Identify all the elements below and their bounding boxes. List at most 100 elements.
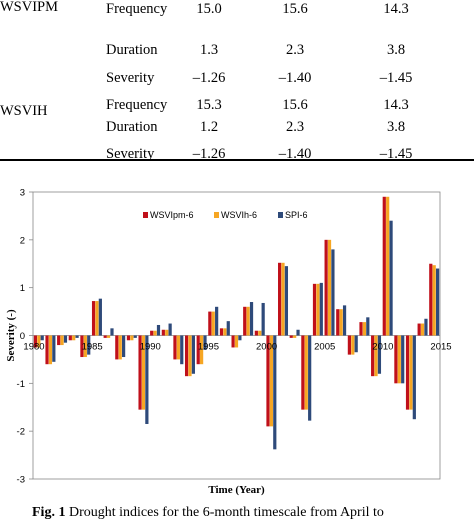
bar-wsvih-6-1989 (141, 335, 146, 410)
table-metric-label: Severity (106, 146, 155, 162)
table-metric-label: Duration (106, 42, 158, 58)
y-tick-label: 2 (20, 235, 25, 246)
bar-spi-6-1993 (191, 335, 195, 374)
y-tick-label: 1 (20, 283, 25, 294)
bar-wsvipm-6-1999 (254, 330, 258, 336)
bar-spi-6-2001 (284, 266, 289, 336)
bar-wsvipm-6-2001 (278, 262, 282, 336)
bar-wsvih-6-2009 (374, 335, 378, 377)
bar-wsvih-6-2013 (420, 323, 425, 336)
bar-wsvipm-6-1984 (80, 335, 84, 358)
bar-spi-6-1986 (110, 328, 114, 336)
bar-wsvih-6-2007 (351, 335, 355, 355)
bar-wsvipm-6-1982 (57, 335, 61, 346)
bar-spi-6-1997 (238, 335, 242, 341)
bar-spi-6-1990 (156, 324, 161, 336)
bar-spi-6-1983 (75, 335, 79, 338)
table-cell: –1.40 (278, 70, 312, 86)
bar-wsvih-6-1998 (246, 306, 250, 336)
bar-wsvipm-6-1988 (126, 335, 131, 341)
bar-wsvipm-6-2014 (429, 263, 433, 336)
x-tick-label: 1990 (140, 342, 161, 353)
bar-spi-6-1998 (249, 302, 254, 336)
table-cell: 14.3 (383, 1, 409, 17)
bar-wsvih-6-2008 (362, 322, 367, 336)
bar-spi-6-1985 (98, 298, 102, 336)
bar-spi-6-2007 (354, 335, 358, 353)
bar-wsvih-6-2004 (316, 283, 320, 336)
bar-wsvipm-6-2007 (347, 335, 351, 355)
bar-spi-6-2012 (412, 335, 416, 420)
bar-wsvipm-6-2005 (324, 239, 328, 336)
bar-spi-6-1982 (63, 335, 68, 343)
x-tick-label: 2000 (256, 342, 277, 353)
bar-wsvih-6-1983 (72, 335, 76, 341)
bar-wsvih-6-2014 (432, 265, 436, 336)
bar-spi-6-1989 (145, 335, 149, 424)
table-cell: 3.8 (386, 42, 406, 58)
bar-wsvih-6-1992 (176, 335, 180, 360)
y-tick-label: 3 (20, 188, 25, 199)
bar-wsvih-6-1987 (118, 335, 122, 360)
bar-wsvipm-6-1991 (161, 329, 165, 336)
bar-wsvipm-6-2003 (301, 335, 305, 410)
bar-wsvih-6-2011 (397, 335, 401, 384)
x-tick-label: 2015 (430, 342, 451, 353)
bar-wsvipm-6-1993 (184, 335, 189, 377)
bar-wsvih-6-2003 (304, 335, 308, 410)
bar-wsvih-6-1993 (188, 335, 192, 377)
table-metric-label: Frequency (106, 97, 168, 113)
bar-spi-6-1995 (215, 306, 219, 336)
bar-wsvih-6-2005 (327, 239, 332, 336)
x-tick-label: 1980 (23, 342, 44, 353)
bar-wsvih-6-1995 (211, 311, 215, 336)
table-metric-label: Duration (106, 119, 158, 135)
bar-wsvih-6-1994 (200, 335, 204, 365)
table-cell: –1.26 (192, 146, 226, 162)
bar-wsvipm-6-1981 (45, 335, 49, 365)
bar-wsvih-6-2006 (339, 309, 343, 336)
bar-wsvih-6-1996 (223, 328, 227, 336)
bar-spi-6-1981 (52, 335, 56, 362)
bar-wsvih-6-1990 (153, 330, 157, 336)
bar-spi-6-1984 (87, 335, 91, 355)
bar-wsvipm-6-2009 (371, 335, 375, 377)
bar-spi-6-2008 (366, 317, 370, 336)
bar-spi-6-2011 (401, 335, 405, 384)
bar-spi-6-1994 (203, 335, 207, 350)
table-cell: –1.40 (278, 146, 312, 162)
legend-swatch (143, 212, 148, 218)
bar-wsvipm-6-2000 (266, 335, 270, 427)
table-cell: –1.45 (379, 70, 413, 86)
table-cell: 3.8 (386, 119, 406, 135)
y-tick-label: -3 (17, 475, 25, 486)
x-tick-label: 2005 (314, 342, 335, 353)
bar-wsvipm-6-1983 (68, 335, 72, 341)
bar-wsvih-6-1982 (60, 335, 64, 346)
bar-wsvih-6-1999 (258, 330, 262, 336)
bar-spi-6-2000 (273, 335, 277, 450)
bar-wsvipm-6-2011 (394, 335, 398, 384)
bar-spi-6-1988 (133, 335, 137, 338)
x-tick-label: 1985 (82, 342, 103, 353)
bar-wsvih-6-1997 (234, 335, 239, 348)
table-metric-label: Frequency (106, 1, 168, 17)
bar-wsvipm-6-2006 (336, 309, 340, 336)
bar-wsvih-6-1988 (130, 335, 134, 341)
bar-spi-6-2003 (308, 335, 312, 421)
bar-spi-6-2014 (435, 268, 440, 336)
bar-spi-6-2009 (377, 335, 382, 374)
bar-wsvipm-6-1985 (91, 301, 96, 336)
table-cell: 1.2 (199, 119, 219, 135)
legend-swatch (214, 212, 219, 218)
bar-spi-6-2004 (319, 282, 323, 336)
legend-entry: SPI-6 (285, 210, 308, 220)
bar-spi-6-2010 (389, 220, 393, 336)
table-cell: 2.3 (285, 42, 305, 58)
table-metric-label: Severity (106, 70, 155, 86)
table-cell: 15.6 (282, 97, 308, 113)
bar-wsvipm-6-1990 (150, 330, 154, 336)
bar-wsvipm-6-1998 (243, 306, 247, 336)
bar-spi-6-1992 (180, 335, 184, 365)
bar-spi-6-1987 (122, 335, 126, 358)
